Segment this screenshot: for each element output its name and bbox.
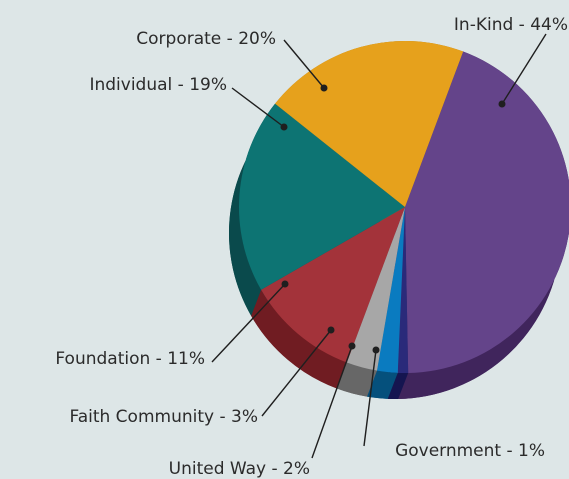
leader-dot-government-1 bbox=[372, 346, 380, 354]
label-foundation-11: Foundation - 11% bbox=[55, 349, 205, 369]
slice-foundation-11 bbox=[261, 207, 405, 363]
leader-line-foundation-11 bbox=[211, 283, 286, 363]
slice-side-government-1 bbox=[387, 372, 409, 399]
slice-corporate-20 bbox=[275, 40, 464, 207]
leader-line-faith-community-3 bbox=[261, 329, 332, 417]
leader-dot-foundation-11 bbox=[281, 280, 289, 288]
leader-dot-corporate-20 bbox=[320, 84, 328, 92]
leader-dot-united-way-2 bbox=[348, 342, 356, 350]
leader-line-corporate-20 bbox=[283, 39, 325, 89]
pie-top bbox=[238, 40, 569, 373]
label-corporate-20: Corporate - 20% bbox=[136, 29, 276, 49]
slice-side-foundation-11 bbox=[251, 289, 347, 389]
leader-line-government-1 bbox=[363, 349, 377, 447]
slice-faith-community-3 bbox=[346, 207, 405, 371]
leader-line-united-way-2 bbox=[311, 345, 353, 459]
slice-side-united-way-2 bbox=[367, 370, 398, 399]
leader-line-individual-19 bbox=[231, 87, 285, 128]
label-united-way-2: United Way - 2% bbox=[169, 459, 310, 479]
slice-united-way-2 bbox=[377, 207, 405, 373]
slice-individual-19 bbox=[238, 103, 405, 290]
label-faith-community-3: Faith Community - 3% bbox=[69, 407, 258, 427]
label-in-kind-44: In-Kind - 44% bbox=[454, 15, 568, 35]
leader-dot-in-kind-44 bbox=[498, 100, 506, 108]
leader-line-in-kind-44 bbox=[501, 33, 547, 105]
pie-labels: In-Kind - 44% Government - 1% United Way -… bbox=[55, 15, 568, 479]
label-government-1: Government - 1% bbox=[395, 441, 545, 461]
slice-government-1 bbox=[397, 207, 409, 373]
slice-side-individual-19 bbox=[229, 103, 276, 316]
leader-dot-faith-community-3 bbox=[327, 326, 335, 334]
slice-in-kind-44 bbox=[405, 51, 569, 373]
label-individual-19: Individual - 19% bbox=[89, 75, 227, 95]
slice-side-faith-community-3 bbox=[336, 362, 378, 397]
leader-dot-individual-19 bbox=[280, 123, 288, 131]
